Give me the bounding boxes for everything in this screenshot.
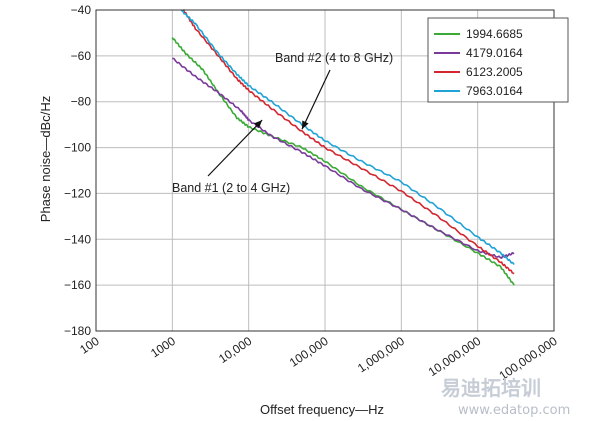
y-axis-label: Phase noise—dBc/Hz xyxy=(38,96,53,222)
x-tick-label: 1,000,000 xyxy=(355,334,407,376)
y-tick-label: −40 xyxy=(71,3,92,17)
x-tick-label: 100,000 xyxy=(287,334,331,370)
band1-arrow xyxy=(207,119,263,177)
y-tick-label: −180 xyxy=(64,324,91,338)
series-layer xyxy=(171,9,515,286)
band1-annotation: Band #1 (2 to 4 GHz) xyxy=(172,181,290,195)
y-tick-label: −80 xyxy=(71,95,92,109)
y-tick-label: −60 xyxy=(71,49,92,63)
series-line-4179.0164 xyxy=(172,57,515,259)
series-line-6123.2005 xyxy=(182,9,515,275)
watermark-url: www.edatop.com xyxy=(458,403,570,418)
band2-annotation: Band #2 (4 to 8 GHz) xyxy=(275,51,393,65)
annotations: Band #2 (4 to 8 GHz) Band #1 (2 to 4 GHz… xyxy=(172,51,393,195)
legend-label: 4179.0164 xyxy=(466,46,523,60)
legend-label: 7963.0164 xyxy=(466,84,523,98)
watermark-chinese-text: 易迪拓培训 xyxy=(441,376,541,400)
watermark: 易迪拓培训 www.edatop.com xyxy=(441,376,570,418)
legend-box xyxy=(427,17,569,103)
x-tick-label: 1000 xyxy=(148,334,178,361)
legend: 1994.6685 4179.0164 6123.2005 7963.0164 xyxy=(427,17,569,103)
x-tick-label: 10,000,000 xyxy=(426,334,484,379)
y-tick-label: −120 xyxy=(64,186,91,200)
plot-frame xyxy=(95,9,555,332)
x-axis-label: Offset frequency—Hz xyxy=(260,402,384,417)
y-tick-label: −160 xyxy=(64,278,91,292)
y-tick-label: −100 xyxy=(64,141,91,155)
band1-arrowhead xyxy=(254,120,263,129)
legend-label: 6123.2005 xyxy=(466,65,523,79)
band2-arrow xyxy=(301,69,331,130)
band2-arrowhead xyxy=(302,120,309,130)
legend-label: 1994.6685 xyxy=(466,27,523,41)
y-tick-label: −140 xyxy=(64,232,91,246)
y-tick-labels: −40 −60 −80 −100 −120 −140 −160 −180 xyxy=(64,3,91,338)
series-line-7963.0164 xyxy=(180,9,515,265)
x-tick-label: 10,000 xyxy=(216,334,255,366)
series-line-1994.6685 xyxy=(171,37,515,286)
